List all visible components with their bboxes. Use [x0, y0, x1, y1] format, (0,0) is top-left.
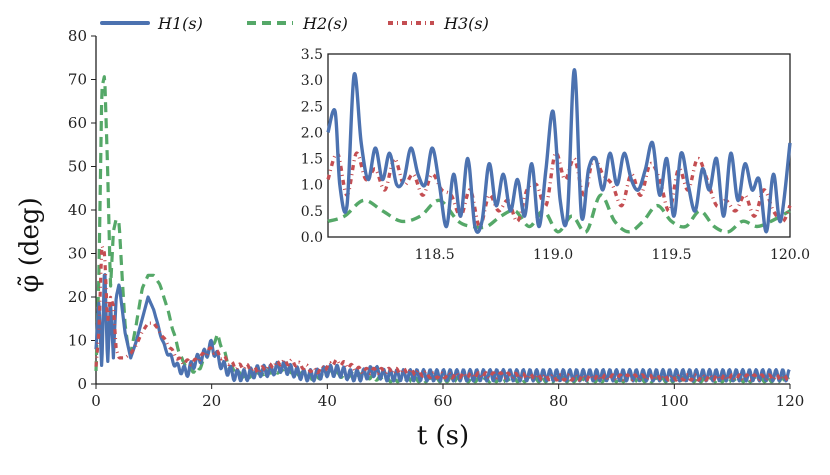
y-tick-label: 0	[77, 375, 87, 393]
x-tick-label: 20	[202, 392, 221, 410]
inset-x-tick-label: 119.5	[651, 247, 691, 263]
inset-y-tick-label: 0.0	[301, 230, 323, 246]
main-plot-series	[94, 75, 791, 384]
legend-label-h3: H3(s)	[443, 14, 489, 33]
inset-y-tick-label: 3.5	[301, 47, 323, 63]
inset-x-tick-label: 118.5	[415, 247, 455, 263]
y-tick-label: 40	[68, 201, 87, 219]
x-tick-label: 40	[318, 392, 337, 410]
legend: H1(s) H2(s) H3(s)	[100, 14, 489, 33]
y-axis-label: φ̃ (deg)	[15, 197, 45, 292]
x-axis-label: t (s)	[417, 421, 469, 451]
x-tick-label: 0	[91, 392, 101, 410]
y-tick-label: 80	[68, 27, 87, 45]
y-tick-label: 30	[68, 245, 87, 263]
y-tick-label: 70	[68, 71, 87, 89]
x-tick-label: 120	[776, 392, 805, 410]
inset-series-line-h2s	[327, 193, 791, 234]
inset-y-tick-label: 2.5	[301, 99, 323, 115]
inset-plot: 0.0 0.5 1.0 1.5 2.0 2.5 3.0 3.5 118.5 119.0 119.5…	[301, 47, 810, 263]
inset-y-tick-labels: 0.0 0.5 1.0 1.5 2.0 2.5 3.0 3.5	[301, 47, 323, 246]
legend-label-h1: H1(s)	[157, 14, 203, 33]
y-tick-label: 10	[68, 332, 87, 350]
x-tick-labels: 0 20 40 60 80 100 120	[91, 384, 804, 410]
inset-x-tick-label: 120.0	[770, 247, 810, 263]
inset-y-tick-label: 1.5	[301, 152, 323, 168]
inset-series-line-h1s	[326, 68, 792, 234]
x-tick-label: 80	[549, 392, 568, 410]
inset-frame	[327, 53, 791, 238]
y-tick-labels: 0 10 20 30 40 50 60 70 80	[68, 27, 96, 393]
x-tick-label: 100	[660, 392, 689, 410]
x-tick-label: 60	[433, 392, 452, 410]
inset-y-tick-label: 2.0	[301, 125, 323, 141]
inset-plot-series	[326, 68, 792, 234]
inset-x-tick-label: 119.0	[533, 247, 573, 263]
series-line-h3s	[94, 244, 791, 382]
inset-y-tick-label: 1.0	[301, 178, 323, 194]
y-tick-label: 50	[68, 158, 87, 176]
y-tick-label: 20	[68, 288, 87, 306]
inset-x-tick-labels: 118.5 119.0 119.5 120.0	[415, 247, 810, 263]
legend-label-h2: H2(s)	[302, 14, 348, 33]
y-tick-label: 60	[68, 114, 87, 132]
inset-y-tick-label: 0.5	[301, 204, 323, 220]
inset-y-tick-label: 3.0	[301, 73, 323, 89]
inset-series-line-h3s	[326, 151, 792, 229]
